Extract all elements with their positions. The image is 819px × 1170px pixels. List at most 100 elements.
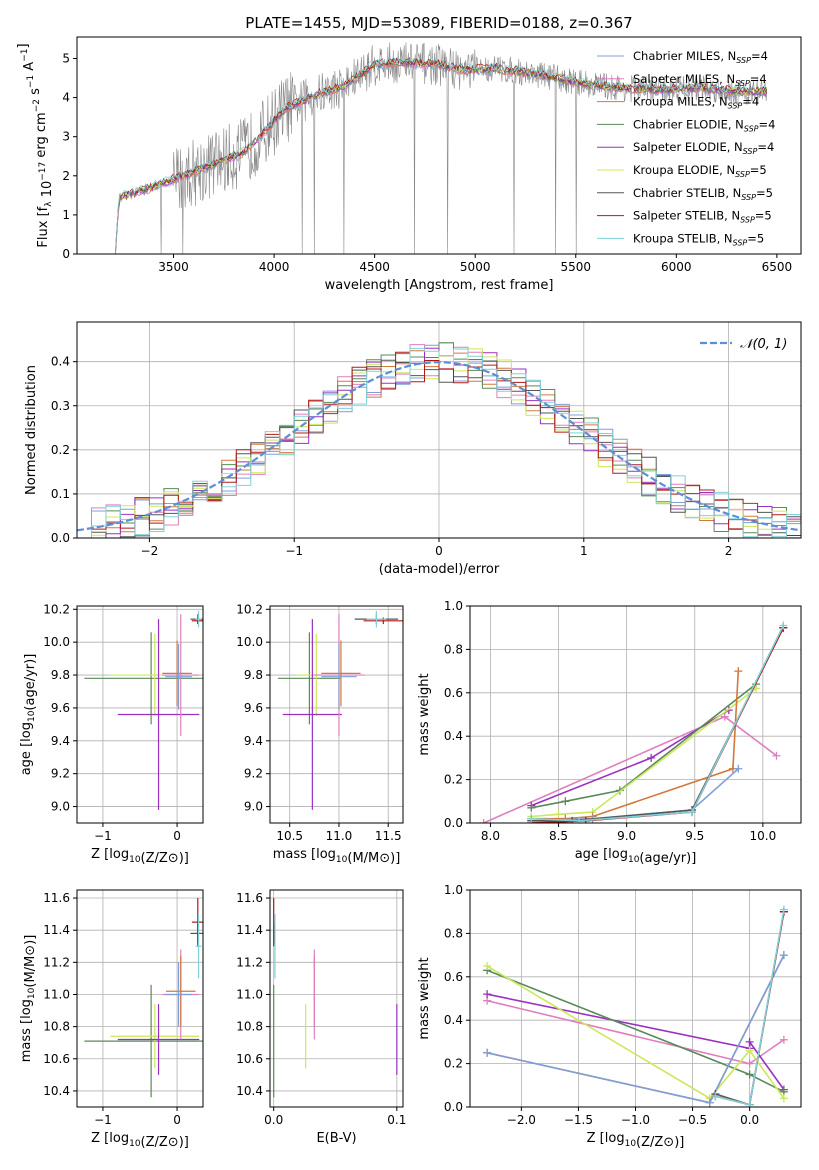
y-tick-label: 1	[62, 208, 70, 222]
weight-marker	[705, 1098, 714, 1107]
weight-marker	[779, 1035, 788, 1044]
x-tick-label: 0.1	[387, 1113, 406, 1127]
histogram-chabrier_stelib	[77, 359, 801, 538]
y-tick-label: 3	[62, 130, 70, 144]
y-tick-label: 11.2	[43, 955, 70, 969]
weight-marker	[779, 621, 788, 630]
y-axis-label: mass weight	[417, 673, 432, 755]
legend-sub: SSP	[743, 147, 758, 156]
y-tick-label: 0.1	[51, 487, 70, 501]
error-point-chabrier_elodie	[84, 632, 203, 725]
weight-marker	[734, 667, 743, 676]
y-tick-label: 11.0	[236, 987, 263, 1001]
y-tick-label: 1.0	[444, 599, 463, 613]
y-axis-label: Normed distribution	[24, 365, 39, 495]
panel-mass_vs_Z: −1 0 10.4 10.6 10.8 11.0 11.2 11.4 11.6 Z [log10(…	[19, 889, 204, 1150]
x-axis-label: mass [log10(M/M⊙)]	[273, 847, 401, 866]
legend-sub: SSP	[733, 238, 748, 247]
y-tick-label: 5	[62, 52, 70, 66]
legend-sub: SSP	[728, 102, 743, 111]
x-tick-label: 6000	[661, 260, 692, 274]
legend-suffix: =4	[742, 95, 759, 109]
y-tick-label: 9.2	[51, 767, 70, 781]
plot-area-residuals	[77, 342, 801, 538]
x-tick-label: 4500	[359, 260, 390, 274]
y-tick-label: 0.4	[51, 355, 70, 369]
legend-name: Kroupa STELIB, N	[633, 231, 733, 245]
legend-entry-salpeter_miles: Salpeter MILES, NSSP=4	[633, 72, 767, 88]
error-point-kroupa_miles	[165, 955, 196, 1027]
y-axis-label: mass weight	[417, 957, 432, 1039]
y-tick-label: 0.0	[51, 531, 70, 545]
x-tick-label: 2	[725, 544, 733, 558]
weight-series-kroupa_stelib	[711, 905, 788, 1107]
panel-weight_vs_Z: −2.0 −1.5 −1.0 −0.5 0.0 0.0 0.2 0.4 0.6 0.8 1.0 Z […	[417, 883, 802, 1150]
y-tick-label: 11.2	[236, 955, 263, 969]
y-tick-label: 9.6	[51, 701, 70, 715]
legend-suffix: =5	[747, 231, 764, 245]
y-tick-label: 0.6	[444, 686, 463, 700]
x-tick-label: −1	[94, 829, 112, 843]
y-tick-label: 9.2	[244, 767, 263, 781]
weight-series-chabrier_elodie	[483, 966, 788, 1096]
plot-area-mass_vs_Z	[84, 898, 203, 1098]
x-axis-label: Z [log10(Z/Z⊙)]	[91, 1131, 189, 1150]
error-point-chabrier_elodie	[84, 984, 203, 1098]
y-tick-label: 10.6	[236, 1052, 263, 1066]
weight-marker	[527, 803, 536, 812]
y-tick-label: 9.0	[51, 800, 70, 814]
axes-weight_vs_age: 8.0 8.5 9.0 9.5 10.0 0.0 0.2 0.4 0.6 0.8 1.0 age [l…	[417, 599, 802, 866]
x-tick-label: −2	[141, 544, 159, 558]
error-point-chabrier_elodie	[277, 632, 341, 725]
error-point-kroupa_stelib	[195, 610, 202, 628]
x-tick-label: 6500	[762, 260, 793, 274]
y-tick-label: 10.2	[236, 602, 263, 616]
x-tick-label: 3500	[158, 260, 189, 274]
y-tick-label: 11.4	[43, 923, 70, 937]
y-tick-label: 0.4	[444, 729, 463, 743]
axes-weight_vs_Z: −2.0 −1.5 −1.0 −0.5 0.0 0.0 0.2 0.4 0.6 0.8 1.0 Z […	[417, 883, 802, 1150]
legend-sub: SSP	[744, 124, 759, 133]
y-tick-label: 10.6	[43, 1052, 70, 1066]
model-spectrum-salpeter_stelib	[114, 56, 768, 254]
y-tick-label: 0.2	[51, 443, 70, 457]
weight-series-salpeter_stelib	[527, 623, 788, 823]
y-tick-label: 9.0	[244, 800, 263, 814]
weight-marker	[688, 808, 697, 817]
axes-frame	[269, 889, 404, 1108]
legend-sub: SSP	[735, 79, 750, 88]
legend-name: Kroupa MILES, N	[633, 95, 728, 109]
y-tick-label: 11.6	[236, 891, 263, 905]
legend-name: Chabrier MILES, N	[633, 49, 736, 63]
x-tick-label: 5000	[460, 260, 491, 274]
y-tick-label: 10.2	[43, 602, 70, 616]
weight-marker	[779, 951, 788, 960]
axes-spectrum: 3500 4000 4500 5000 5500 6000 6500 0 1 2 3 4 5 wavele…	[16, 36, 802, 293]
y-tick-label: 2	[62, 169, 70, 183]
weight-line	[486, 965, 785, 1100]
error-point-salpeter_elodie	[282, 619, 342, 810]
plot-area-mass_vs_ebv	[273, 898, 398, 1098]
legend-name: Chabrier ELODIE, N	[633, 117, 744, 131]
y-tick-label: 0.8	[444, 642, 463, 656]
x-tick-label: 5500	[560, 260, 591, 274]
panel-spectrum: 3500 4000 4500 5000 5500 6000 6500 0 1 2 3 4 5 wavele…	[16, 36, 802, 293]
panel-residuals: −2 −1 0 1 2 0.0 0.1 0.2 0.3 0.4 (data-model)/error…	[24, 321, 802, 577]
weight-marker	[745, 1070, 754, 1079]
legend-sub: SSP	[740, 216, 755, 225]
figure-title: PLATE=1455, MJD=53089, FIBERID=0188, z=0…	[245, 14, 632, 32]
weight-marker	[483, 990, 492, 999]
y-tick-label: 0	[62, 247, 70, 261]
normal-curve	[77, 360, 801, 532]
legend-entry-chabrier_miles: Chabrier MILES, NSSP=4	[633, 49, 768, 65]
weight-series-kroupa_miles	[527, 667, 743, 823]
panel-weight_vs_age: 8.0 8.5 9.0 9.5 10.0 0.0 0.2 0.4 0.6 0.8 1.0 age [l…	[417, 599, 802, 866]
legend-entry-kroupa_elodie: Kroupa ELODIE, NSSP=5	[633, 163, 767, 179]
x-axis-label: E(B-V)	[316, 1131, 356, 1146]
legend-entry-chabrier_elodie: Chabrier ELODIE, NSSP=4	[633, 117, 775, 133]
error-point-chabrier_miles	[165, 962, 192, 1027]
error-point-kroupa_miles	[162, 640, 192, 707]
y-tick-label: 10.4	[236, 1084, 263, 1098]
y-tick-label: 9.8	[51, 668, 70, 682]
legend-name: Salpeter MILES, N	[633, 72, 735, 86]
